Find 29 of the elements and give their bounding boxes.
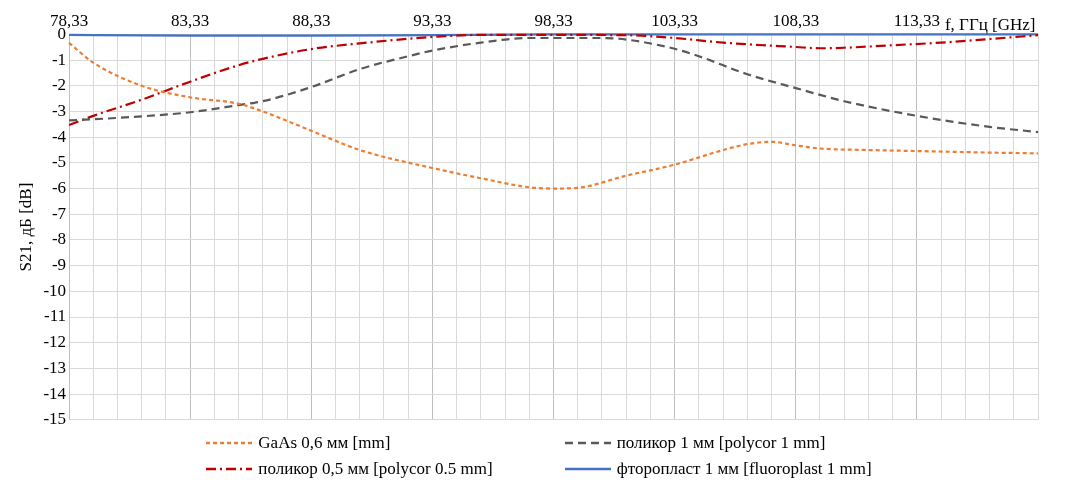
legend-label: фторопласт 1 мм [fluoroplast 1 mm]: [616, 459, 872, 479]
y-tick-label: -14: [43, 383, 67, 403]
y-tick-label: -4: [51, 126, 67, 146]
x-tick-label: 108,33: [772, 10, 820, 30]
y-tick-label: -1: [51, 49, 67, 69]
legend-label: GaAs 0,6 мм [mm]: [258, 433, 391, 453]
y-tick-label: -3: [51, 100, 67, 120]
x-tick-label: 113,33: [893, 10, 940, 30]
y-tick-label: -15: [43, 409, 67, 429]
y-tick-label: -5: [51, 152, 67, 172]
y-tick-label: -9: [51, 255, 67, 275]
y-tick-label: -6: [51, 178, 67, 198]
x-axis-title: f, ГГц [GHz]: [944, 15, 1036, 35]
y-tick-label: -11: [44, 306, 67, 326]
y-axis-title: S21, дБ [dB]: [15, 182, 35, 272]
x-tick-label: 103,33: [651, 10, 699, 30]
y-tick-label: -2: [51, 75, 67, 95]
y-tick-label: -10: [43, 280, 67, 300]
x-tick-label: 98,33: [534, 10, 573, 30]
legend-label: поликор 0,5 мм [polycor 0.5 mm]: [258, 459, 493, 479]
y-tick-label: -8: [51, 229, 67, 249]
y-tick-label: -7: [51, 203, 67, 223]
y-tick-label: -12: [43, 332, 67, 352]
x-tick-label: 88,33: [292, 10, 331, 30]
y-tick-label: -13: [43, 357, 67, 377]
x-tick-label: 93,33: [413, 10, 452, 30]
line-series: [67, 41, 1040, 190]
x-tick-label: 83,33: [171, 10, 210, 30]
legend-label: поликор 1 мм [polycor 1 mm]: [616, 433, 826, 453]
